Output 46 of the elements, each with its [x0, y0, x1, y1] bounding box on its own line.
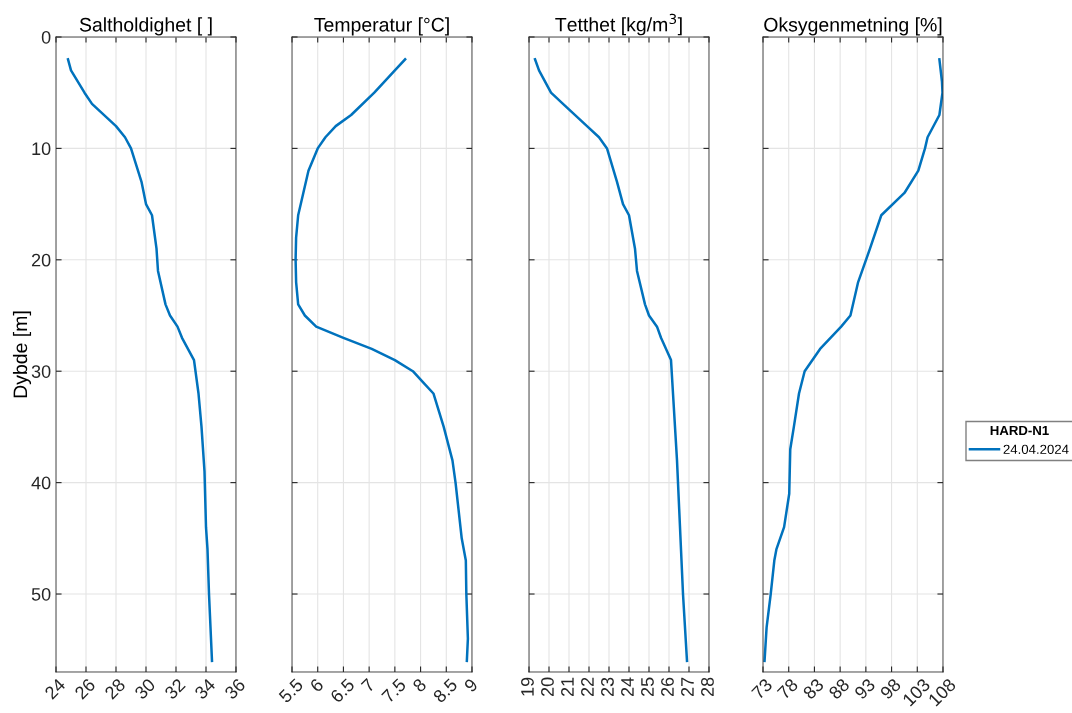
- y-tick-label: 40: [31, 476, 51, 490]
- chart-title: Saltholdighet [ ]: [79, 17, 212, 36]
- x-tick-label: 7: [360, 677, 376, 693]
- x-tick-label: 98: [879, 677, 902, 700]
- y-tick-label: 20: [31, 253, 51, 267]
- x-tick-label: 8: [411, 677, 427, 693]
- x-tick-label: 30: [133, 677, 157, 700]
- x-tick-label: 26: [661, 677, 674, 697]
- x-tick-label: 20: [541, 677, 554, 697]
- chart-title: Tetthet [kg/m$^{3}$]: [555, 13, 682, 36]
- y-tick-label: 0: [41, 30, 51, 44]
- chart-title: Oksygenmetning [%]: [764, 17, 942, 36]
- y-tick-label: 30: [31, 365, 51, 378]
- x-tick-label: 36: [223, 677, 246, 700]
- x-tick-label: 23: [601, 677, 614, 697]
- y-tick-label: 50: [31, 587, 51, 601]
- x-tick-label: 34: [193, 677, 217, 700]
- x-tick-label: 19: [521, 677, 534, 696]
- chart-title: Temperatur [°C]: [314, 17, 449, 36]
- x-tick-label: 78: [776, 677, 799, 700]
- x-tick-label: 26: [73, 677, 96, 700]
- legend-title: HARD-N1: [990, 425, 1049, 435]
- x-tick-label: 28: [103, 677, 126, 700]
- x-tick-label: 83: [802, 677, 825, 700]
- x-tick-label: 73: [750, 677, 773, 700]
- x-tick-label: 7.5: [381, 677, 407, 704]
- x-tick-label: 28: [701, 677, 714, 697]
- x-tick-label: 22: [581, 677, 594, 697]
- x-tick-label: 8.5: [432, 677, 459, 704]
- x-tick-label: 21: [561, 677, 574, 697]
- x-tick-label: 103: [902, 677, 931, 707]
- x-tick-label: 32: [163, 677, 186, 700]
- line-series: [66, 58, 214, 663]
- y-axis-title: Dybde [m]: [12, 311, 32, 398]
- legend-label: 24.04.2024: [1003, 444, 1069, 454]
- x-tick-label: 24: [621, 677, 634, 697]
- x-tick-label: 25: [641, 677, 654, 697]
- x-tick-label: 93: [853, 677, 876, 700]
- x-tick-label: 88: [827, 677, 851, 700]
- x-tick-label: 6: [309, 677, 325, 693]
- x-tick-label: 5.5: [278, 677, 304, 704]
- x-tick-label: 24: [43, 677, 67, 700]
- x-tick-label: 6.5: [329, 677, 356, 704]
- y-tick-label: 10: [32, 142, 51, 156]
- x-tick-label: 9: [463, 677, 479, 693]
- x-tick-label: 27: [681, 677, 694, 697]
